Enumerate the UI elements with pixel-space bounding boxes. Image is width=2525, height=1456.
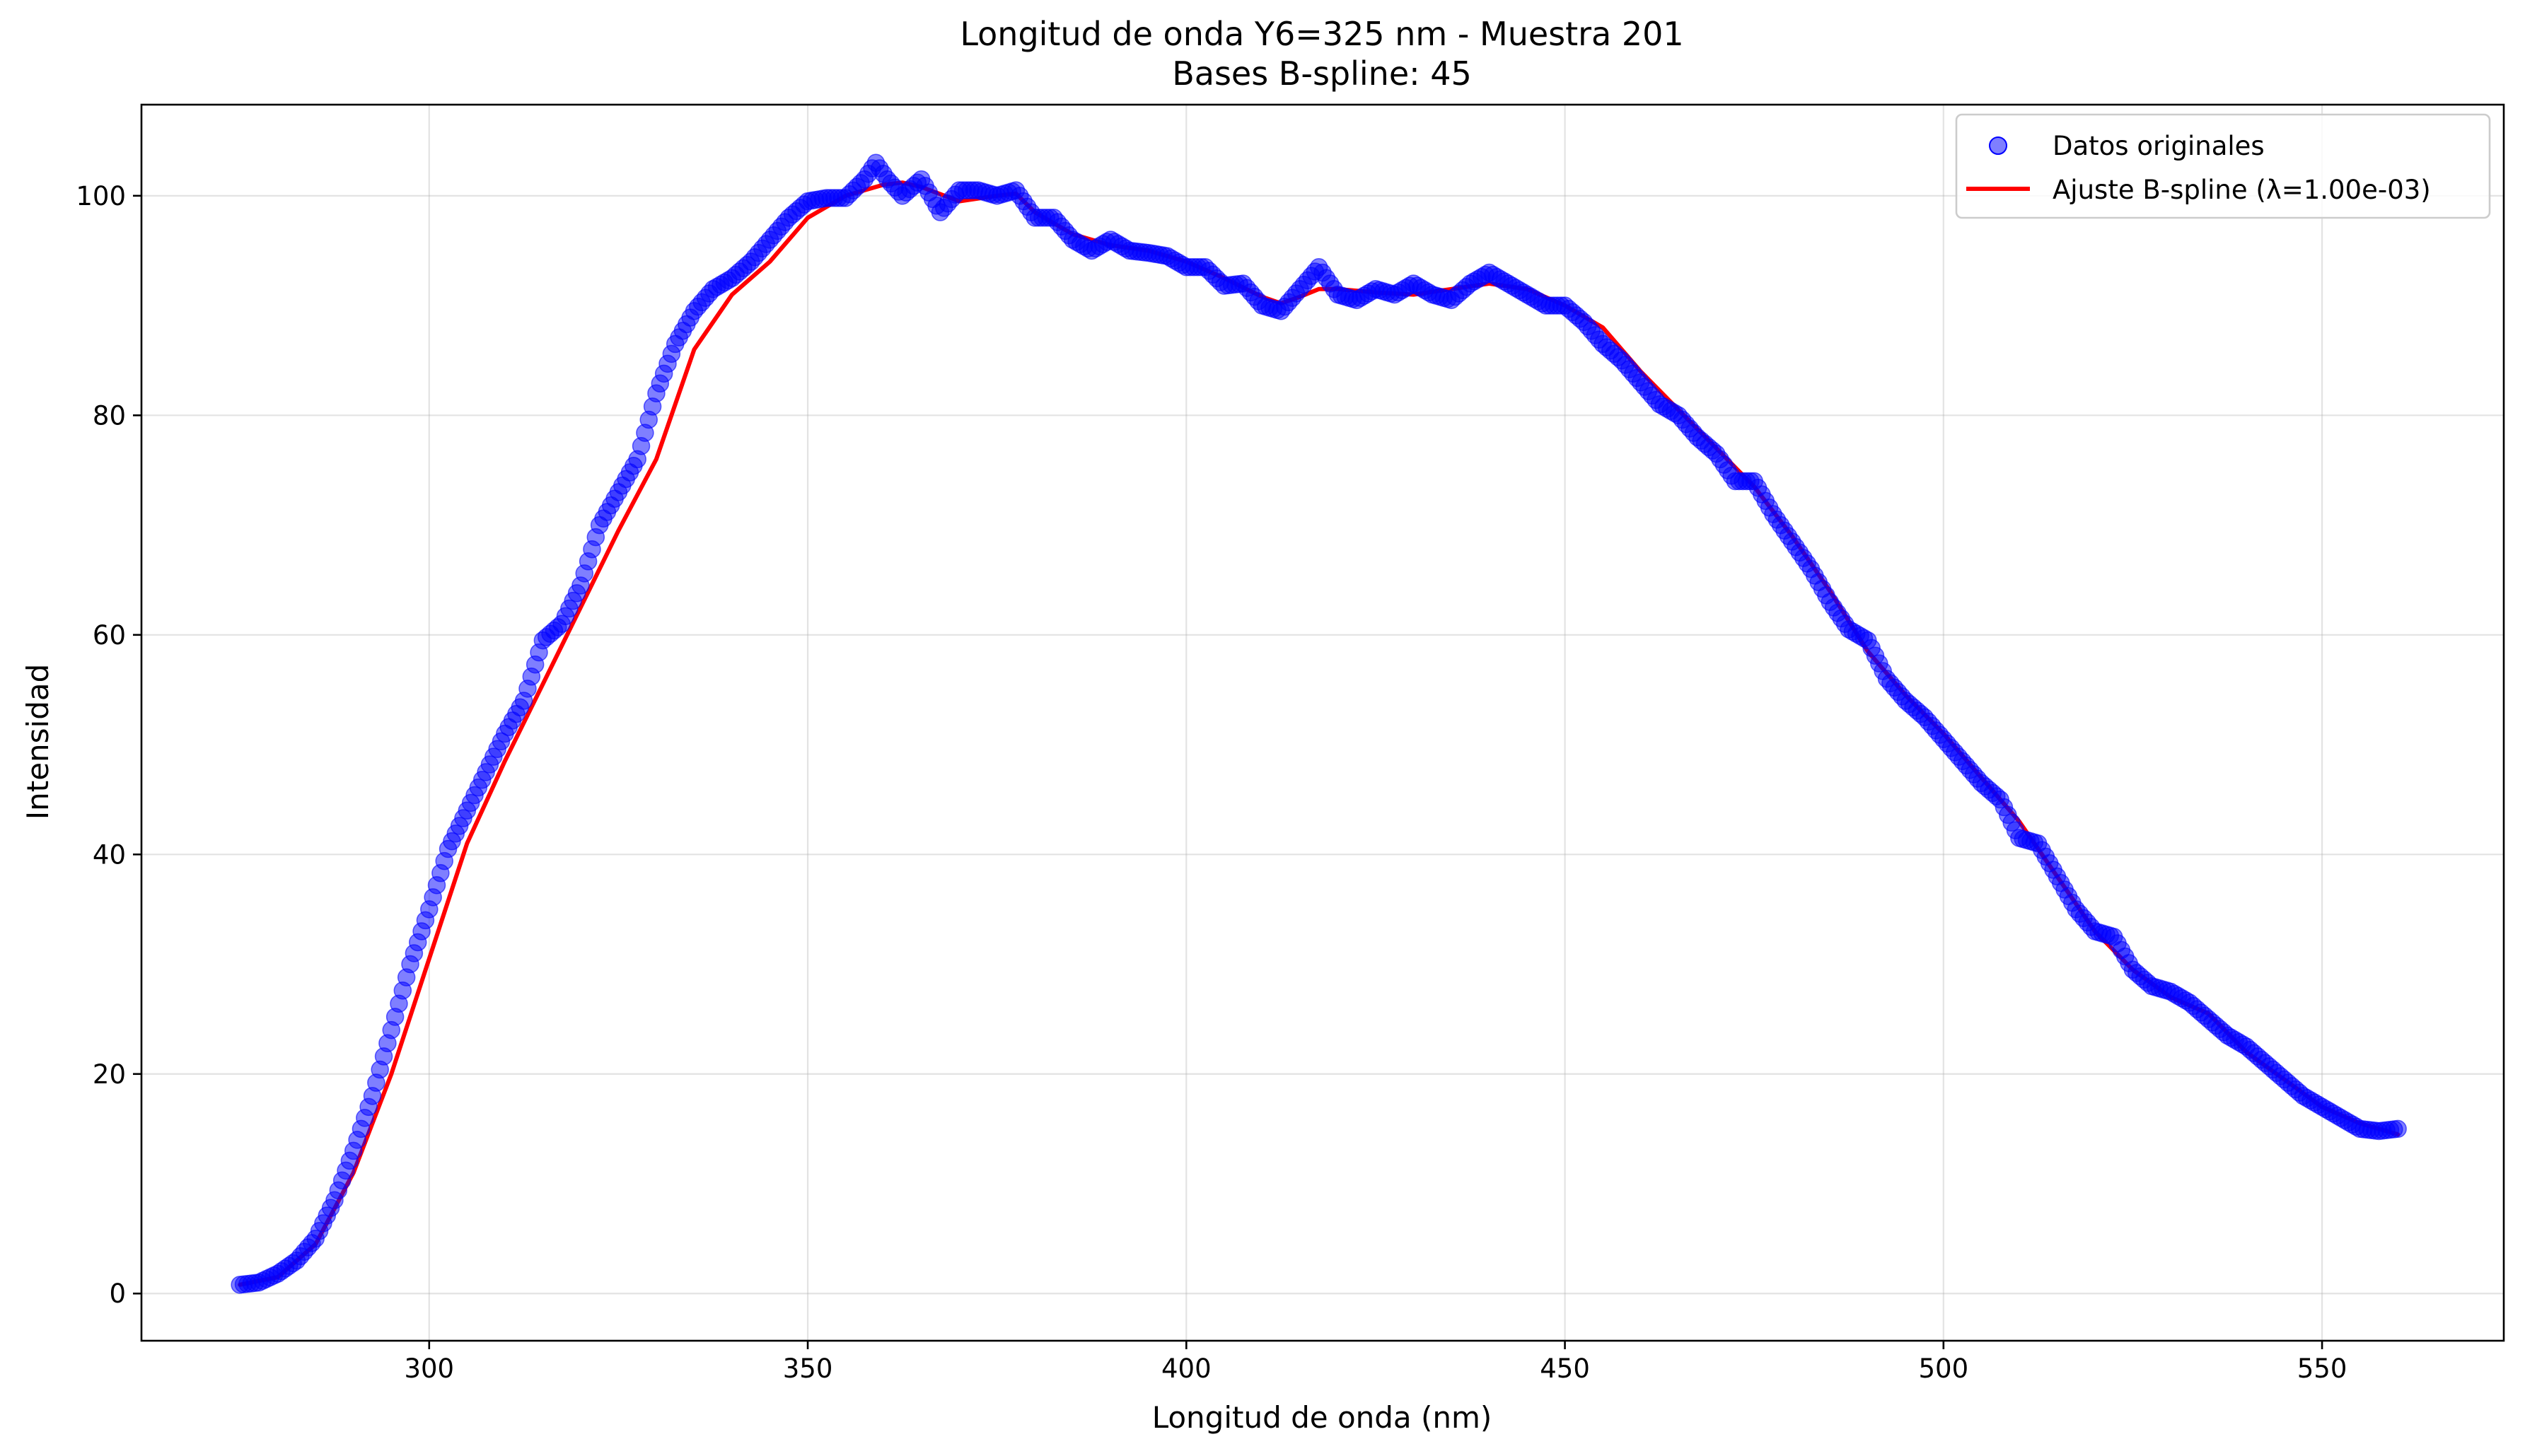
scatter-layer: [231, 153, 2407, 1294]
x-tick-label: 350: [783, 1353, 833, 1384]
legend: Datos originales Ajuste B-spline (λ=1.00…: [1955, 113, 2491, 219]
x-axis-title: Longitud de onda (nm): [1152, 1400, 1492, 1435]
y-tick-label: 40: [93, 839, 126, 870]
y-tick-label: 20: [93, 1059, 126, 1090]
axis-ticks: 300 350 400 450 500 550 0 20 40 60 80 100: [76, 181, 2347, 1384]
legend-label-fit: Ajuste B-spline (λ=1.00e-03): [2053, 175, 2431, 205]
x-tick-label: 400: [1161, 1353, 1212, 1384]
legend-scatter-marker: [1989, 136, 2007, 155]
legend-label-scatter: Datos originales: [2053, 131, 2265, 161]
x-tick-label: 550: [2297, 1353, 2347, 1384]
legend-box: [1955, 113, 2491, 219]
grid: [141, 105, 2504, 1341]
chart-subtitle: Bases B-spline: 45: [1172, 54, 1472, 93]
x-tick-label: 450: [1540, 1353, 1590, 1384]
x-tick-label: 300: [404, 1353, 454, 1384]
y-tick-label: 0: [109, 1279, 126, 1309]
x-tick-label: 500: [1919, 1353, 1969, 1384]
y-axis-title: Intensidad: [21, 664, 55, 820]
y-tick-label: 60: [93, 620, 126, 651]
plot-area-frame: [140, 103, 2505, 1342]
y-tick-label: 80: [93, 400, 126, 431]
scatter-point: [2388, 1119, 2407, 1138]
y-tick-label: 100: [76, 181, 126, 211]
chart-title: Longitud de onda Y6=325 nm - Muestra 201: [960, 15, 1683, 53]
